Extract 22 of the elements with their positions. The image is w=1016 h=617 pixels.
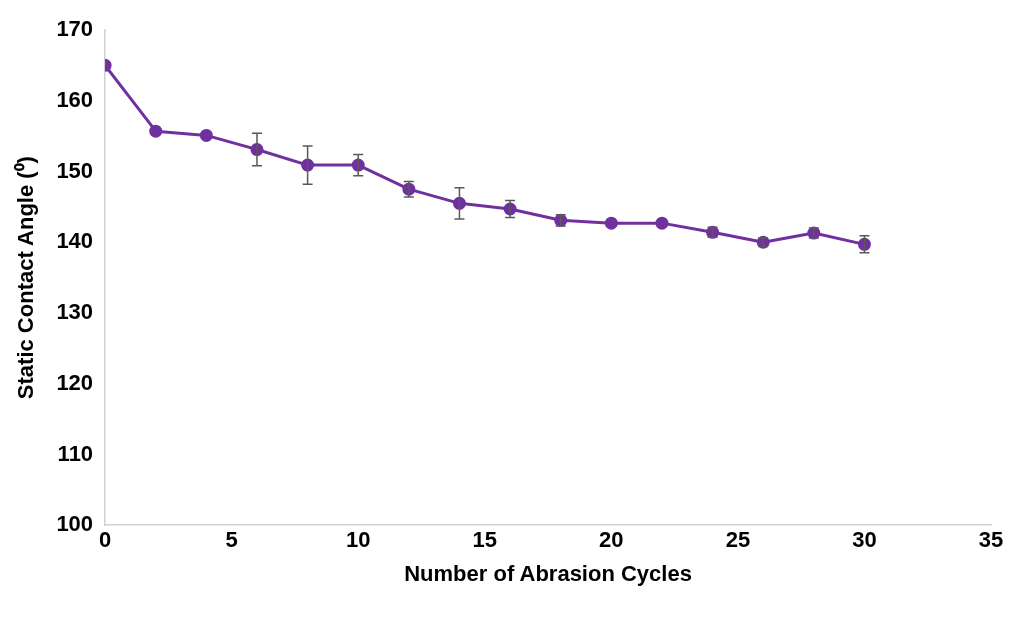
x-tick-label: 0 — [98, 527, 112, 553]
y-tick-label: 170 — [56, 16, 94, 42]
x-tick-label: 30 — [852, 527, 877, 553]
x-tick-label: 15 — [472, 527, 498, 553]
y-tick-label: 150 — [56, 157, 94, 183]
y-tick-label: 140 — [56, 228, 94, 254]
point — [149, 124, 163, 138]
y-axis-title: Static Contact Angle (⁰) — [13, 156, 39, 400]
x-tick-label: 35 — [978, 527, 1004, 553]
y-tick-label: 100 — [56, 511, 94, 537]
y-tick-label: 110 — [57, 440, 94, 466]
x-tick-label: 25 — [725, 527, 751, 553]
y-tick-label: 130 — [56, 299, 94, 325]
x-tick-label: 20 — [599, 527, 624, 553]
x-tick-label: 5 — [225, 527, 238, 553]
point — [604, 216, 618, 230]
point — [199, 128, 213, 142]
x-axis-title: Number of Abrasion Cycles — [404, 560, 692, 586]
y-tick-label: 160 — [56, 86, 94, 112]
point — [655, 216, 669, 230]
x-tick-label: 10 — [345, 527, 371, 553]
y-tick-label: 120 — [56, 369, 94, 395]
